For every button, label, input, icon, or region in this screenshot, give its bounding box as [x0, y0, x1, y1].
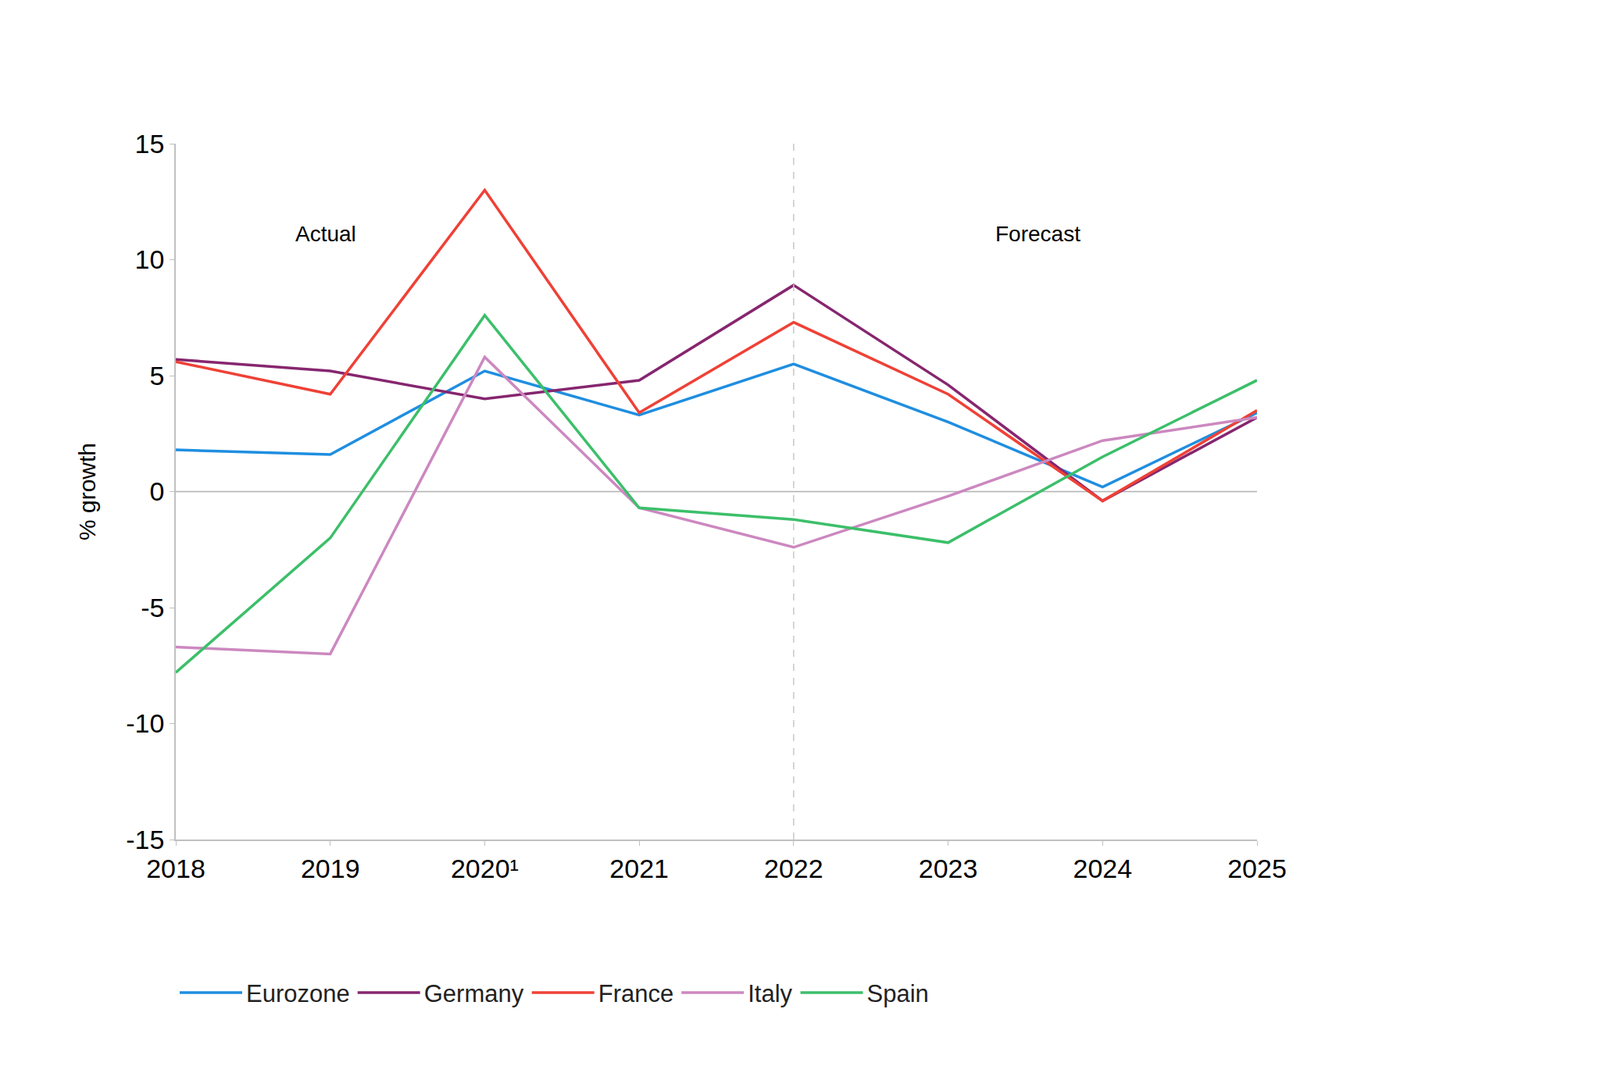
svg-text:0: 0	[150, 476, 165, 507]
svg-text:Actual: Actual	[295, 221, 357, 247]
svg-text:2024: 2024	[1072, 853, 1133, 884]
svg-text:% growth: % growth	[74, 442, 100, 541]
svg-text:Eurozone: Eurozone	[246, 980, 350, 1008]
svg-text:10: 10	[135, 244, 165, 275]
svg-text:2022: 2022	[764, 853, 824, 884]
svg-text:Spain: Spain	[867, 980, 929, 1008]
svg-text:15: 15	[135, 128, 165, 159]
svg-text:2019: 2019	[300, 853, 361, 884]
svg-text:Forecast: Forecast	[995, 221, 1081, 247]
svg-text:-10: -10	[125, 708, 165, 739]
svg-text:France: France	[598, 980, 674, 1008]
svg-text:2020¹: 2020¹	[450, 853, 519, 884]
svg-text:2018: 2018	[146, 853, 206, 884]
svg-text:Italy: Italy	[747, 980, 793, 1008]
svg-text:2021: 2021	[609, 853, 669, 884]
svg-text:-15: -15	[125, 825, 165, 855]
svg-text:2023: 2023	[918, 853, 979, 884]
svg-text:2025: 2025	[1227, 853, 1287, 884]
svg-text:5: 5	[150, 360, 165, 391]
svg-text:-5: -5	[140, 592, 165, 623]
svg-text:Germany: Germany	[424, 980, 525, 1008]
